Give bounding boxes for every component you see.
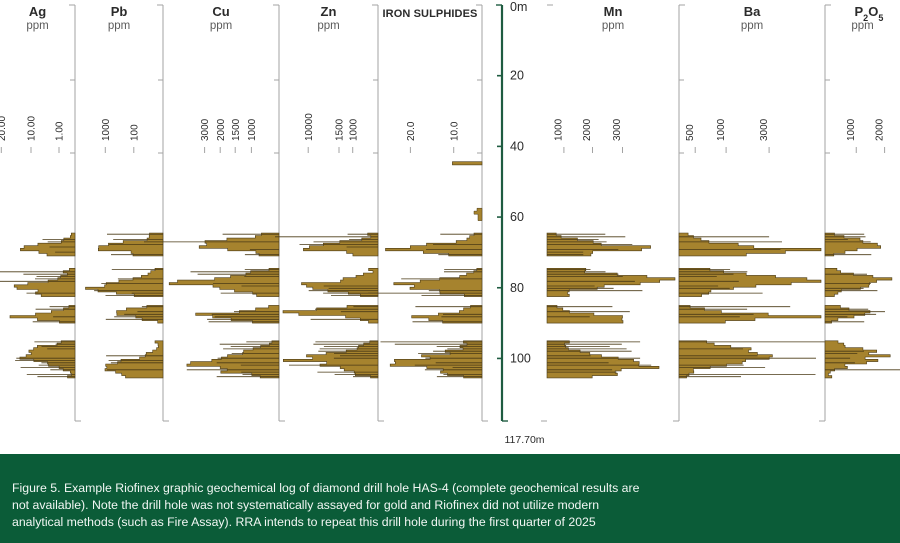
- svg-text:ppm: ppm: [602, 20, 624, 32]
- svg-text:10000: 10000: [304, 113, 315, 141]
- svg-text:1000: 1000: [554, 118, 565, 141]
- svg-text:3000: 3000: [200, 118, 211, 141]
- svg-text:10.00: 10.00: [27, 116, 38, 141]
- svg-text:20: 20: [510, 69, 524, 83]
- svg-text:1000: 1000: [101, 118, 112, 141]
- svg-text:Ba: Ba: [744, 4, 761, 19]
- svg-text:117.70m: 117.70m: [504, 434, 544, 446]
- svg-text:1500: 1500: [335, 118, 346, 141]
- svg-text:Pb: Pb: [111, 4, 128, 19]
- svg-text:1000: 1000: [348, 118, 359, 141]
- svg-text:3000: 3000: [759, 118, 770, 141]
- svg-text:1000: 1000: [716, 118, 727, 141]
- svg-text:100: 100: [510, 351, 531, 365]
- svg-text:ppm: ppm: [210, 20, 232, 32]
- svg-text:20.0: 20.0: [406, 121, 417, 141]
- svg-text:1.00: 1.00: [55, 121, 66, 141]
- svg-text:ppm: ppm: [26, 20, 48, 32]
- svg-text:ppm: ppm: [741, 20, 763, 32]
- svg-text:Cu: Cu: [212, 4, 229, 19]
- svg-text:2000: 2000: [216, 118, 227, 141]
- svg-text:1000: 1000: [247, 118, 258, 141]
- svg-text:2000: 2000: [582, 118, 593, 141]
- svg-text:100: 100: [129, 124, 140, 141]
- svg-text:2000: 2000: [874, 118, 885, 141]
- svg-text:IRON SULPHIDES: IRON SULPHIDES: [383, 8, 478, 20]
- svg-text:500: 500: [685, 124, 696, 141]
- svg-text:3000: 3000: [612, 118, 623, 141]
- svg-text:0m: 0m: [510, 0, 527, 14]
- svg-text:20.00: 20.00: [0, 116, 8, 141]
- svg-text:1500: 1500: [231, 118, 242, 141]
- svg-text:40: 40: [510, 139, 524, 153]
- svg-text:ppm: ppm: [108, 20, 130, 32]
- svg-text:60: 60: [510, 210, 524, 224]
- svg-text:ppm: ppm: [851, 20, 873, 32]
- svg-text:10.0: 10.0: [449, 121, 460, 141]
- svg-text:80: 80: [510, 281, 524, 295]
- svg-text:Mn: Mn: [604, 4, 623, 19]
- svg-text:Zn: Zn: [321, 4, 337, 19]
- svg-text:Ag: Ag: [29, 4, 46, 19]
- svg-text:1000: 1000: [846, 118, 857, 141]
- svg-text:ppm: ppm: [317, 20, 339, 32]
